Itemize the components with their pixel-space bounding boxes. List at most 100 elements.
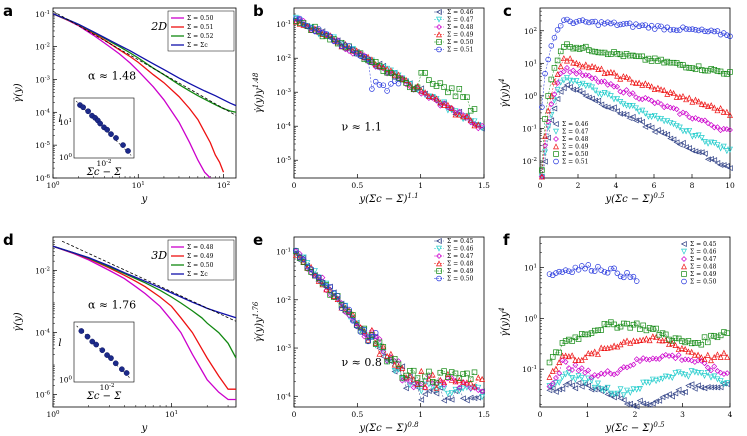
data-point [685, 373, 692, 380]
data-point [598, 327, 604, 333]
data-point [604, 81, 611, 88]
data-point [588, 268, 595, 274]
data-point [652, 26, 658, 32]
series-line [549, 264, 637, 282]
data-point [614, 370, 621, 377]
series-line [541, 77, 731, 177]
series-3 [546, 352, 731, 390]
data-point [372, 59, 379, 65]
data-point [391, 78, 398, 84]
data-point [708, 66, 714, 72]
data-point [562, 267, 569, 273]
data-point [437, 369, 444, 376]
legend-marker [436, 46, 442, 53]
dimension-annotation: 3D [151, 249, 167, 262]
data-point [572, 362, 579, 368]
x-tick-label: 0 [538, 181, 543, 190]
data-point [369, 327, 375, 334]
data-point [559, 352, 566, 359]
data-point [583, 18, 589, 25]
data-point [592, 87, 599, 94]
data-point [711, 373, 718, 380]
data-point [448, 376, 455, 383]
data-point [640, 355, 647, 361]
data-point [604, 384, 611, 391]
data-point [579, 90, 586, 97]
data-point [448, 390, 455, 397]
data-point [418, 388, 425, 395]
data-point [626, 103, 633, 110]
data-point [666, 353, 672, 359]
data-point [636, 386, 643, 392]
data-point [667, 59, 674, 66]
data-point [601, 371, 608, 377]
data-point [623, 401, 630, 408]
data-point [464, 370, 470, 377]
data-point [656, 331, 663, 338]
data-point [642, 110, 649, 117]
x-axis-label: y [141, 194, 148, 205]
data-point [591, 348, 598, 355]
data-point [714, 159, 721, 166]
data-point [592, 48, 598, 55]
data-point [595, 22, 602, 28]
legend-label: Σ = 0.46 [690, 249, 717, 256]
series-line [52, 13, 211, 179]
legend: Σ = 0.50 Σ = 0.51 Σ = 0.52 Σ = Σc [167, 10, 235, 52]
legend-marker [680, 241, 687, 247]
panel-label-b: b [253, 2, 264, 20]
series-line [541, 67, 731, 177]
data-point [607, 81, 614, 87]
data-point [623, 50, 630, 57]
data-point [702, 67, 708, 74]
data-point [705, 339, 711, 346]
data-point [433, 95, 440, 102]
y-tick-label: 100 [524, 92, 538, 101]
data-point [467, 107, 474, 114]
data-point [422, 373, 428, 380]
data-point [545, 124, 552, 131]
data-point [542, 70, 548, 77]
data-point [653, 325, 659, 332]
data-point [598, 344, 605, 351]
y-axis-label: γ̇(y)y4 [498, 78, 511, 108]
y-tick-label: 10-1 [276, 248, 291, 257]
legend-marker [681, 256, 687, 262]
data-point [452, 93, 459, 100]
data-point [545, 56, 551, 63]
data-point [594, 385, 601, 392]
data-point [346, 306, 352, 313]
y-tick-label: 10-1 [35, 10, 50, 19]
y-tick-label: 10-4 [35, 108, 50, 117]
data-point [658, 23, 664, 30]
data-point [664, 131, 671, 138]
data-point [708, 102, 715, 109]
inset: 10-2 100 101 Σc − Σ l [58, 97, 135, 178]
x-tick-label: 0 [538, 410, 543, 419]
panel-f-plot: 0 1 2 3 4 10-1 100 101 y(Σc − Σ)0.5 γ̇(y)y4 Σ = 0.… [498, 236, 733, 434]
data-point [614, 96, 621, 103]
data-point [372, 329, 379, 336]
data-point [689, 65, 696, 71]
data-point [594, 350, 601, 357]
data-point [456, 86, 463, 92]
data-point [391, 356, 398, 362]
data-point [576, 17, 583, 24]
exponent-annotation: α ≈ 1.48 [88, 69, 136, 82]
data-point [554, 71, 561, 78]
data-point [585, 262, 592, 268]
data-point [665, 391, 672, 398]
data-point [656, 376, 663, 383]
legend-marker [436, 268, 442, 274]
y-tick-label: 10-2 [522, 157, 537, 166]
data-point [661, 59, 667, 66]
data-point [452, 111, 459, 118]
data-point [552, 365, 559, 372]
data-point [723, 108, 730, 115]
x-tick-label: 1.5 [478, 410, 490, 419]
data-point [433, 384, 440, 391]
inset-point [125, 148, 131, 154]
y-tick-label: 10-4 [35, 329, 50, 338]
data-point [414, 384, 421, 391]
data-point [611, 321, 617, 328]
